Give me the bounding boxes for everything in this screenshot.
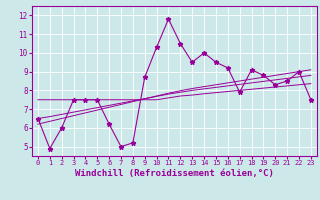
X-axis label: Windchill (Refroidissement éolien,°C): Windchill (Refroidissement éolien,°C) [75, 169, 274, 178]
